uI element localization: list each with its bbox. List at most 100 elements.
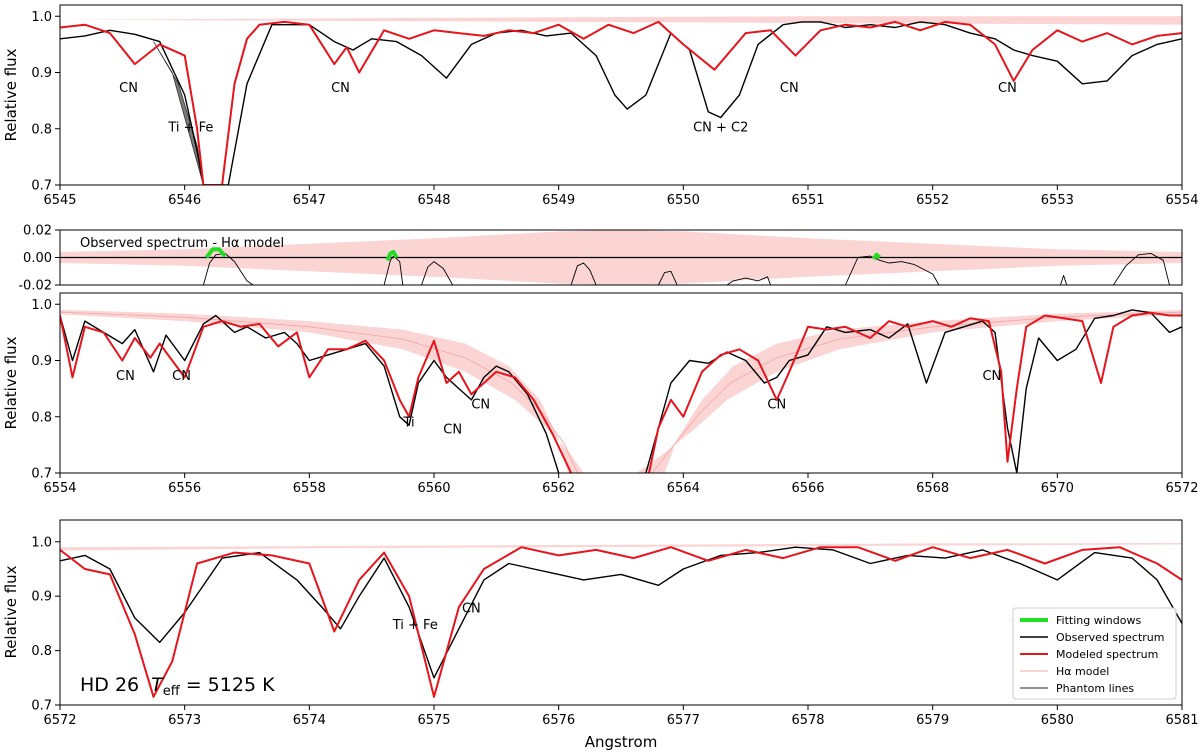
y-tick-label: 0.7 — [31, 467, 52, 482]
x-tick-label: 6546 — [168, 193, 201, 208]
teff-value: = 5125 K — [186, 674, 275, 696]
x-tick-label: 6564 — [667, 481, 700, 496]
x-tick-label: 6579 — [916, 713, 949, 728]
annotation-1-1: Ti + Fe — [167, 121, 213, 136]
annotation-1-0: CN — [119, 81, 138, 96]
annotation-3-5: CN — [767, 397, 786, 412]
halpha-model-right — [651, 311, 1182, 473]
panel-1-frame — [59, 4, 1183, 186]
star-label: HD 26 Teff = 5125 K — [80, 674, 275, 699]
annotation-1-2: CN — [331, 81, 350, 96]
y-tick-label: 1.0 — [31, 298, 52, 313]
annotation-1-3: CN + C2 — [693, 121, 748, 136]
panel-2-marks — [60, 230, 1182, 285]
x-tick-label: 6547 — [293, 193, 326, 208]
x-tick-label: 6566 — [791, 481, 824, 496]
star-name: HD 26 — [80, 674, 139, 696]
annotation-1-4: CN — [780, 81, 799, 96]
y-tick-label: 0.9 — [31, 66, 52, 81]
fitting-window-1 — [204, 247, 227, 259]
annotation-3-6: CN — [982, 369, 1001, 384]
y-tick-label: 0.7 — [31, 179, 52, 194]
y-tick-label: 1.0 — [31, 535, 52, 550]
legend-label-phantom: Phantom lines — [1056, 682, 1134, 695]
panel-1-ylabel: Relative flux — [2, 48, 20, 141]
observed-spectrum-line — [60, 21, 1182, 185]
y-tick-label: -0.02 — [18, 279, 52, 294]
panel-3-ylabel: Relative flux — [2, 336, 20, 429]
legend-label-fitting: Fitting windows — [1056, 614, 1141, 627]
halpha-model-left — [60, 311, 578, 473]
legend: Fitting windows Observed spectrum Modele… — [1012, 607, 1177, 700]
y-tick-label: 0.9 — [31, 354, 52, 369]
annotation-4-0: Ti + Fe — [392, 618, 438, 633]
x-tick-label: 6580 — [1041, 713, 1074, 728]
y-tick-label: 0.8 — [31, 410, 52, 425]
y-tick-label: 0.00 — [23, 251, 52, 266]
annotation-3-3: CN — [443, 423, 462, 438]
y-tick-label: 0.02 — [23, 224, 52, 239]
modeled-spectrum-left — [60, 315, 573, 473]
x-tick-label: 6570 — [1041, 481, 1074, 496]
halpha-band-right — [636, 309, 1182, 473]
x-tick-label: 6576 — [542, 713, 575, 728]
residual-line — [202, 252, 1170, 285]
x-axis-label: Angstrom — [585, 733, 658, 751]
x-tick-label: 6556 — [168, 481, 201, 496]
x-tick-label: 6572 — [43, 713, 76, 728]
panel-2-ticks: -0.02 0.00 0.02 — [18, 224, 60, 294]
panel-4-frame — [59, 519, 1183, 706]
halpha-band — [60, 16, 1182, 25]
panel-3-marks: CN CN Ti CN CN CN CN — [60, 309, 1182, 473]
panel-2: -0.02 0.00 0.02 Observed spectrum - Hα mod… — [18, 224, 1183, 294]
y-tick-label: 1.0 — [31, 10, 52, 25]
y-tick-label: 0.8 — [31, 644, 52, 659]
x-tick-label: 6548 — [417, 193, 450, 208]
x-tick-label: 6552 — [916, 193, 949, 208]
panel-3-frame — [59, 292, 1183, 474]
x-tick-label: 6568 — [916, 481, 949, 496]
x-tick-label: 6575 — [417, 713, 450, 728]
x-tick-label: 6562 — [542, 481, 575, 496]
x-tick-label: 6581 — [1165, 713, 1198, 728]
legend-label-modeled: Modeled spectrum — [1056, 648, 1158, 661]
teff-subscript: eff — [163, 684, 181, 699]
x-tick-label: 6554 — [1165, 193, 1198, 208]
panel-2-title: Observed spectrum - Hα model — [80, 236, 284, 251]
observed-spectrum-line — [60, 546, 1182, 679]
x-tick-label: 6577 — [667, 713, 700, 728]
x-tick-label: 6574 — [293, 713, 326, 728]
x-tick-label: 6549 — [542, 193, 575, 208]
halpha-band-left — [60, 309, 584, 473]
fitting-window-3 — [871, 252, 882, 261]
legend-label-halpha: Hα model — [1056, 665, 1109, 678]
x-tick-label: 6572 — [1165, 481, 1198, 496]
modeled-spectrum-line — [60, 546, 1182, 698]
x-tick-label: 6551 — [791, 193, 824, 208]
y-tick-label: 0.9 — [31, 590, 52, 605]
y-tick-label: 0.8 — [31, 122, 52, 137]
modeled-spectrum-line — [60, 20, 1182, 185]
panel-1-marks: CN Ti + Fe CN CN + C2 CN CN — [60, 16, 1182, 185]
annotation-3-0: CN — [116, 369, 135, 384]
observed-spectrum-right — [645, 309, 1182, 473]
x-tick-label: 6558 — [293, 481, 326, 496]
teff-symbol: T — [151, 674, 164, 696]
x-tick-label: 6554 — [43, 481, 76, 496]
x-tick-label: 6578 — [791, 713, 824, 728]
y-tick-label: 0.7 — [31, 699, 52, 714]
x-tick-label: 6573 — [168, 713, 201, 728]
panel-3-ticks: 6554 6556 6558 6560 6562 6564 6566 6568 6570 6572… — [31, 298, 1198, 496]
panel-4-marks: Ti + Fe CN — [60, 542, 1182, 698]
annotation-3-4: CN — [471, 397, 490, 412]
halpha-band — [60, 542, 1182, 551]
panel-4-ticks: 6572 6573 6574 6575 6576 6577 6578 6579 6580 6581… — [31, 535, 1198, 728]
legend-box — [1012, 607, 1177, 700]
legend-label-observed: Observed spectrum — [1056, 631, 1164, 644]
modeled-spectrum-right — [648, 311, 1182, 473]
x-tick-label: 6550 — [667, 193, 700, 208]
annotation-3-1: CN — [172, 369, 191, 384]
